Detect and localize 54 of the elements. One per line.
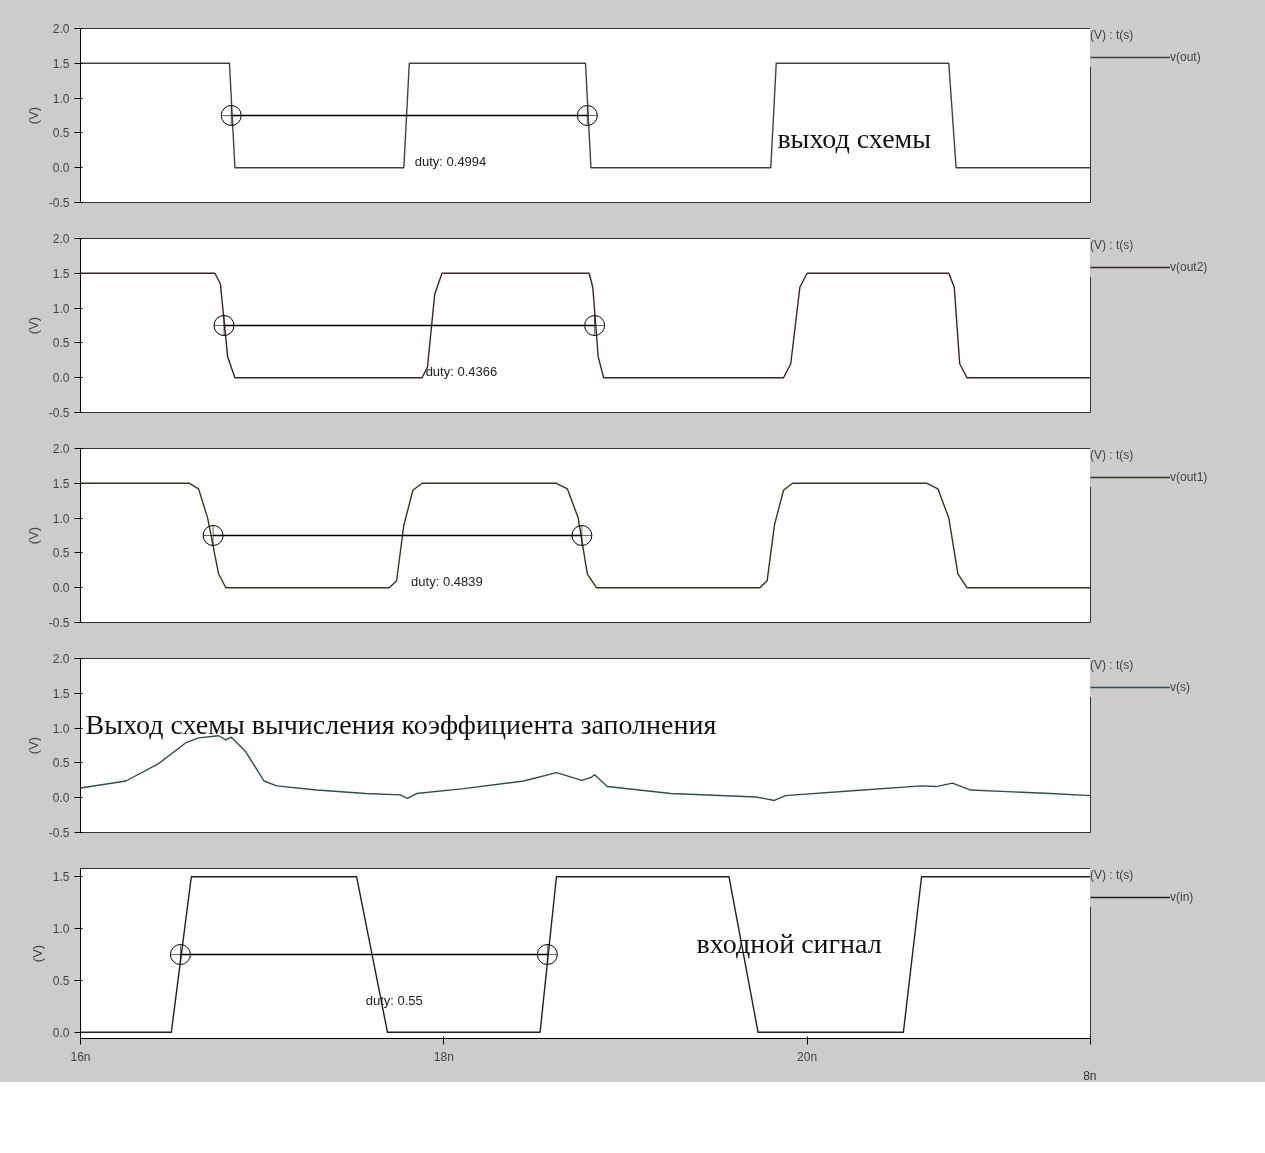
y-axis-title: (V)	[29, 944, 45, 963]
y-tick-label: 2.0	[52, 442, 70, 456]
y-tick-label: -0.5	[48, 196, 70, 210]
text: v(out1)	[1170, 470, 1208, 484]
y-tick-label: 0.5	[52, 756, 70, 771]
annotation: duty: 0.4839	[411, 573, 483, 589]
text: 8n	[1083, 1068, 1097, 1083]
y-tick-label: 0.5	[52, 546, 70, 561]
x-tick-label: 16n	[70, 1049, 91, 1064]
y-tick-label: 1.0	[52, 721, 70, 736]
y-axis-title: (V)	[25, 106, 41, 125]
y-tick-label: 0.0	[52, 371, 70, 386]
y-tick-label: 0.0	[52, 161, 70, 176]
text: v(out)	[1170, 50, 1201, 64]
annotation: duty: 0.4994	[414, 153, 487, 169]
y-tick-label: -0.5	[48, 616, 70, 630]
legend-title: (V) : t(s)	[1090, 28, 1135, 42]
y-tick-label: 1.0	[52, 922, 70, 937]
text: v(in)	[1170, 890, 1194, 904]
y-tick-label: 1.5	[52, 686, 70, 701]
line-series	[80, 272, 1091, 379]
y-tick-label: 0.5	[52, 336, 70, 351]
y-axis-title: (V)	[25, 526, 41, 545]
y-tick-label: 0.0	[52, 791, 70, 806]
y-tick-label: 2.0	[52, 22, 70, 36]
y-axis-title: (V)	[25, 736, 41, 755]
legend-title: (V) : t(s)	[1090, 448, 1135, 462]
line-series	[80, 482, 1091, 589]
y-tick-label: 1.5	[52, 476, 70, 491]
y-tick-label: 0.5	[52, 126, 70, 141]
y-tick-label: 2.0	[52, 652, 70, 666]
legend-title: (V) : t(s)	[1090, 658, 1135, 672]
y-axis-title: (V)	[25, 316, 41, 335]
text: v(out2)	[1170, 260, 1208, 274]
y-tick-label: 1.5	[52, 56, 70, 71]
legend-title: (V) : t(s)	[1090, 868, 1135, 882]
annotation: выход схемы	[777, 122, 932, 154]
x-tick-label: 20n	[797, 1049, 818, 1064]
y-tick-label: 1.5	[52, 266, 70, 281]
text: v(s)	[1170, 680, 1190, 694]
x-tick-label: 18n	[433, 1049, 454, 1064]
y-tick-label: 0.0	[52, 1025, 70, 1040]
y-tick-label: 1.5	[52, 870, 70, 885]
y-tick-label: -0.5	[48, 406, 70, 420]
y-tick-label: 0.0	[52, 581, 70, 596]
legend-title: (V) : t(s)	[1090, 238, 1135, 252]
y-tick-label: 1.0	[52, 301, 70, 316]
y-tick-label: 0.5	[52, 973, 70, 988]
y-tick-label: 1.0	[52, 511, 70, 526]
y-tick-label: 2.0	[52, 232, 70, 246]
annotation: Выход схемы вычисления коэффициента заполнения	[85, 709, 717, 741]
y-tick-label: -0.5	[48, 826, 70, 840]
annotation: duty: 0.4366	[425, 363, 498, 379]
y-tick-label: 1.0	[52, 91, 70, 106]
